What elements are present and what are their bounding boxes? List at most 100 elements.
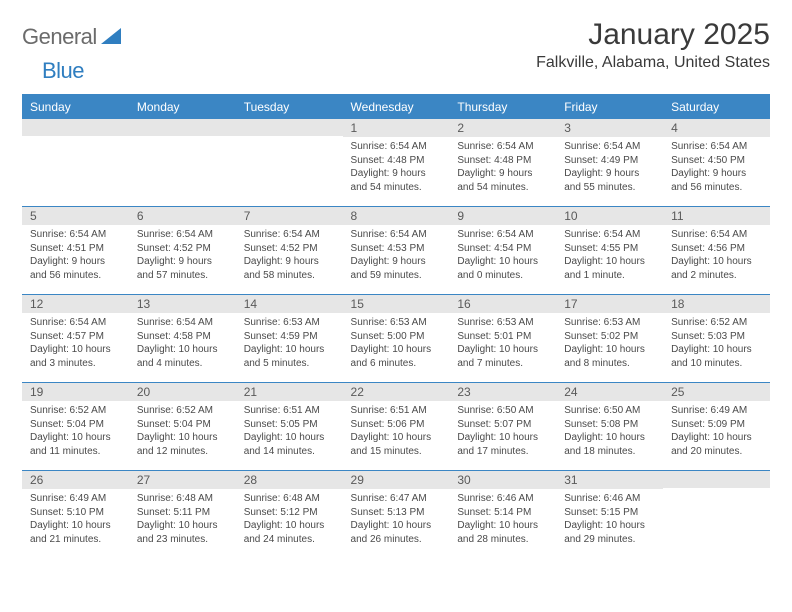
calendar-cell: 10Sunrise: 6:54 AMSunset: 4:55 PMDayligh… (556, 206, 663, 294)
daylight-text-2: and 7 minutes. (457, 357, 548, 371)
day-number: 5 (22, 206, 129, 225)
sunset-text: Sunset: 4:48 PM (457, 154, 548, 168)
day-details: Sunrise: 6:54 AMSunset: 4:56 PMDaylight:… (663, 225, 770, 288)
sunset-text: Sunset: 5:11 PM (137, 506, 228, 520)
daylight-text-1: Daylight: 10 hours (244, 343, 335, 357)
calendar-cell: 6Sunrise: 6:54 AMSunset: 4:52 PMDaylight… (129, 206, 236, 294)
sunrise-text: Sunrise: 6:53 AM (244, 316, 335, 330)
daylight-text-2: and 57 minutes. (137, 269, 228, 283)
day-details: Sunrise: 6:49 AMSunset: 5:09 PMDaylight:… (663, 401, 770, 464)
day-details: Sunrise: 6:54 AMSunset: 4:48 PMDaylight:… (343, 137, 450, 200)
weekday-header: Monday (129, 95, 236, 118)
daylight-text-1: Daylight: 9 hours (351, 255, 442, 269)
day-details: Sunrise: 6:52 AMSunset: 5:04 PMDaylight:… (129, 401, 236, 464)
day-number: 20 (129, 382, 236, 401)
sunrise-text: Sunrise: 6:53 AM (564, 316, 655, 330)
daylight-text-2: and 6 minutes. (351, 357, 442, 371)
daylight-text-2: and 28 minutes. (457, 533, 548, 547)
sunrise-text: Sunrise: 6:48 AM (137, 492, 228, 506)
daylight-text-1: Daylight: 10 hours (351, 431, 442, 445)
logo-text-blue: Blue (42, 58, 84, 83)
daylight-text-1: Daylight: 10 hours (564, 255, 655, 269)
day-number: 14 (236, 294, 343, 313)
daylight-text-1: Daylight: 9 hours (671, 167, 762, 181)
daylight-text-2: and 55 minutes. (564, 181, 655, 195)
daylight-text-1: Daylight: 10 hours (137, 431, 228, 445)
day-details: Sunrise: 6:53 AMSunset: 5:02 PMDaylight:… (556, 313, 663, 376)
day-details: Sunrise: 6:52 AMSunset: 5:04 PMDaylight:… (22, 401, 129, 464)
weekday-header: Sunday (22, 95, 129, 118)
calendar-cell: 28Sunrise: 6:48 AMSunset: 5:12 PMDayligh… (236, 470, 343, 558)
sunrise-text: Sunrise: 6:52 AM (137, 404, 228, 418)
daylight-text-1: Daylight: 10 hours (137, 343, 228, 357)
sunrise-text: Sunrise: 6:50 AM (457, 404, 548, 418)
weekday-header: Wednesday (343, 95, 450, 118)
calendar-cell: 22Sunrise: 6:51 AMSunset: 5:06 PMDayligh… (343, 382, 450, 470)
day-number: 30 (449, 470, 556, 489)
sunset-text: Sunset: 4:52 PM (137, 242, 228, 256)
daylight-text-1: Daylight: 10 hours (351, 343, 442, 357)
sunrise-text: Sunrise: 6:51 AM (244, 404, 335, 418)
day-details: Sunrise: 6:53 AMSunset: 4:59 PMDaylight:… (236, 313, 343, 376)
daylight-text-1: Daylight: 10 hours (457, 519, 548, 533)
sunset-text: Sunset: 5:09 PM (671, 418, 762, 432)
daylight-text-1: Daylight: 10 hours (457, 431, 548, 445)
day-details: Sunrise: 6:47 AMSunset: 5:13 PMDaylight:… (343, 489, 450, 552)
weekday-header: Friday (556, 95, 663, 118)
day-number: 29 (343, 470, 450, 489)
calendar-cell: 11Sunrise: 6:54 AMSunset: 4:56 PMDayligh… (663, 206, 770, 294)
daylight-text-1: Daylight: 9 hours (244, 255, 335, 269)
sunrise-text: Sunrise: 6:48 AM (244, 492, 335, 506)
sunset-text: Sunset: 4:48 PM (351, 154, 442, 168)
sunset-text: Sunset: 5:00 PM (351, 330, 442, 344)
sunrise-text: Sunrise: 6:52 AM (30, 404, 121, 418)
calendar-cell (663, 470, 770, 558)
calendar-cell: 4Sunrise: 6:54 AMSunset: 4:50 PMDaylight… (663, 118, 770, 206)
calendar-cell: 27Sunrise: 6:48 AMSunset: 5:11 PMDayligh… (129, 470, 236, 558)
daylight-text-1: Daylight: 10 hours (137, 519, 228, 533)
sunset-text: Sunset: 5:10 PM (30, 506, 121, 520)
day-number: 13 (129, 294, 236, 313)
sunset-text: Sunset: 4:49 PM (564, 154, 655, 168)
daylight-text-1: Daylight: 10 hours (244, 519, 335, 533)
sunrise-text: Sunrise: 6:54 AM (457, 228, 548, 242)
day-details: Sunrise: 6:54 AMSunset: 4:54 PMDaylight:… (449, 225, 556, 288)
sunrise-text: Sunrise: 6:49 AM (671, 404, 762, 418)
daylight-text-1: Daylight: 10 hours (30, 519, 121, 533)
calendar-cell: 13Sunrise: 6:54 AMSunset: 4:58 PMDayligh… (129, 294, 236, 382)
sunrise-text: Sunrise: 6:53 AM (457, 316, 548, 330)
daylight-text-1: Daylight: 9 hours (457, 167, 548, 181)
daylight-text-2: and 1 minute. (564, 269, 655, 283)
daylight-text-1: Daylight: 10 hours (564, 519, 655, 533)
day-details: Sunrise: 6:49 AMSunset: 5:10 PMDaylight:… (22, 489, 129, 552)
weekday-header: Thursday (449, 95, 556, 118)
day-number: 4 (663, 118, 770, 137)
daylight-text-2: and 29 minutes. (564, 533, 655, 547)
daylight-text-1: Daylight: 10 hours (457, 343, 548, 357)
sunrise-text: Sunrise: 6:46 AM (564, 492, 655, 506)
day-details: Sunrise: 6:52 AMSunset: 5:03 PMDaylight:… (663, 313, 770, 376)
daylight-text-2: and 58 minutes. (244, 269, 335, 283)
calendar-cell: 20Sunrise: 6:52 AMSunset: 5:04 PMDayligh… (129, 382, 236, 470)
sunrise-text: Sunrise: 6:53 AM (351, 316, 442, 330)
day-number: 15 (343, 294, 450, 313)
day-details: Sunrise: 6:53 AMSunset: 5:00 PMDaylight:… (343, 313, 450, 376)
logo-text-gray: General (22, 24, 97, 50)
title-block: January 2025 Falkville, Alabama, United … (536, 18, 770, 72)
daylight-text-2: and 4 minutes. (137, 357, 228, 371)
sunset-text: Sunset: 5:02 PM (564, 330, 655, 344)
day-details: Sunrise: 6:54 AMSunset: 4:57 PMDaylight:… (22, 313, 129, 376)
daylight-text-2: and 12 minutes. (137, 445, 228, 459)
calendar-cell: 30Sunrise: 6:46 AMSunset: 5:14 PMDayligh… (449, 470, 556, 558)
daylight-text-2: and 8 minutes. (564, 357, 655, 371)
daylight-text-2: and 56 minutes. (30, 269, 121, 283)
sunset-text: Sunset: 5:01 PM (457, 330, 548, 344)
daylight-text-1: Daylight: 9 hours (137, 255, 228, 269)
day-details: Sunrise: 6:46 AMSunset: 5:14 PMDaylight:… (449, 489, 556, 552)
daylight-text-2: and 24 minutes. (244, 533, 335, 547)
sunrise-text: Sunrise: 6:54 AM (671, 228, 762, 242)
calendar-cell: 31Sunrise: 6:46 AMSunset: 5:15 PMDayligh… (556, 470, 663, 558)
sunset-text: Sunset: 5:12 PM (244, 506, 335, 520)
sunset-text: Sunset: 5:07 PM (457, 418, 548, 432)
calendar-cell: 25Sunrise: 6:49 AMSunset: 5:09 PMDayligh… (663, 382, 770, 470)
